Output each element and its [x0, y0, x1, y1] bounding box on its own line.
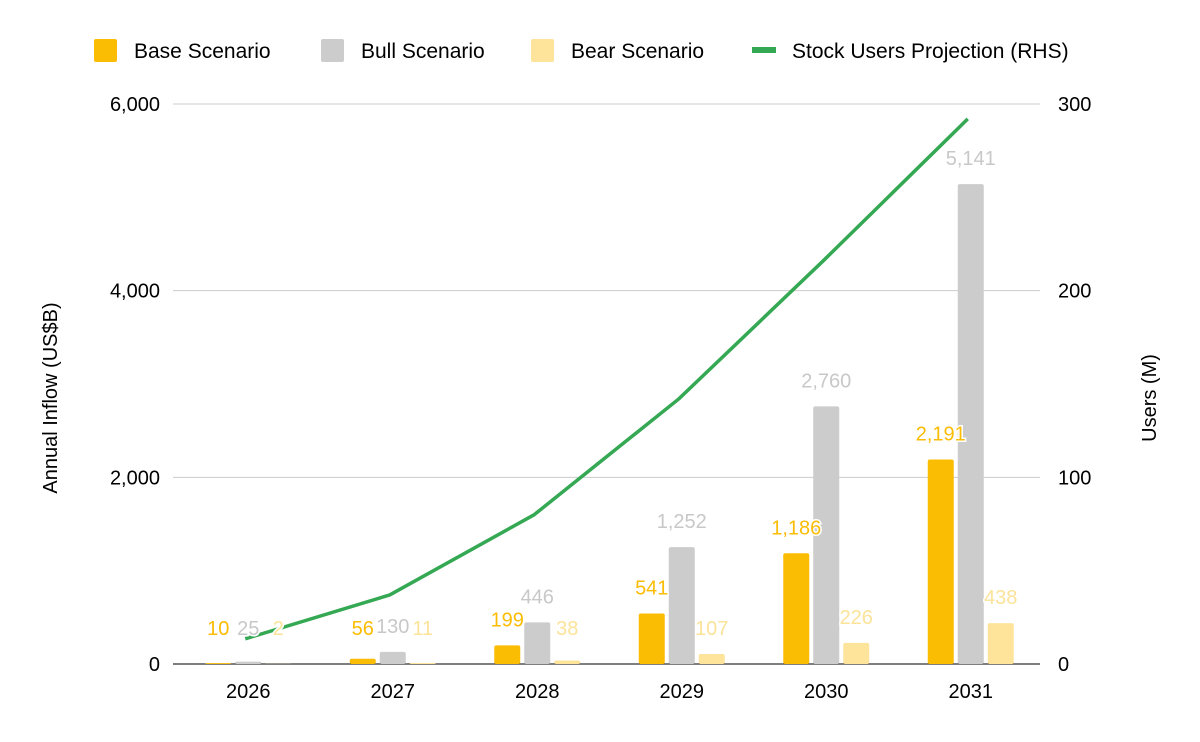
bar — [409, 662, 436, 664]
data-label: 25 — [237, 618, 259, 640]
legend-swatch — [321, 39, 344, 62]
y-tick-label: 2,000 — [110, 467, 160, 489]
bar — [668, 547, 695, 664]
y2-tick-label: 300 — [1058, 94, 1091, 116]
y-tick-label: 4,000 — [110, 281, 160, 303]
legend-swatch — [752, 47, 776, 53]
x-tick-label: 2026 — [226, 681, 271, 703]
data-label: 1,186 — [771, 517, 821, 539]
legend-label: Stock Users Projection (RHS) — [792, 40, 1069, 63]
data-label: 130 — [376, 616, 409, 638]
data-label: 446 — [521, 586, 554, 608]
y-tick-label: 6,000 — [110, 94, 160, 116]
bar — [524, 622, 551, 664]
bar — [783, 553, 810, 664]
bar — [813, 406, 840, 664]
legend-label: Base Scenario — [134, 40, 271, 63]
x-tick-label: 2029 — [660, 681, 705, 703]
legend-swatch — [94, 39, 117, 62]
data-label: 2,191 — [916, 424, 966, 446]
bar — [927, 459, 954, 664]
data-label: 10 — [207, 618, 229, 640]
data-label: 107 — [695, 618, 728, 640]
bar — [698, 654, 725, 664]
data-label: 5,141 — [946, 148, 996, 170]
y-axis-title: Annual Inflow (US$B) — [40, 302, 62, 493]
users-line-path — [244, 117, 969, 641]
legend-swatch — [531, 39, 554, 62]
bar — [349, 658, 376, 664]
bar — [843, 642, 870, 664]
y2-axis-title: Users (M) — [1139, 354, 1161, 442]
data-label: 199 — [491, 609, 524, 631]
bar — [205, 663, 232, 664]
data-label: 38 — [556, 618, 578, 640]
y2-tick-label: 100 — [1058, 467, 1091, 489]
bar — [957, 184, 984, 664]
gridlines — [173, 103, 1040, 665]
data-label: 1,252 — [657, 511, 707, 533]
x-tick-label: 2030 — [804, 681, 849, 703]
data-label: 56 — [352, 618, 374, 640]
data-label: 226 — [840, 607, 873, 629]
bar — [379, 651, 406, 664]
y2-tick-label: 0 — [1058, 654, 1069, 676]
bar — [235, 661, 262, 664]
bar — [494, 645, 521, 664]
bar — [987, 623, 1014, 664]
legend-label: Bull Scenario — [361, 40, 485, 63]
data-labels: 10 56 199 541 1,186 2,191 25 130 446 1,252 2,760 5,… — [206, 147, 1019, 642]
bar — [554, 660, 581, 664]
data-label: 11 — [412, 618, 433, 640]
bar — [638, 613, 665, 664]
users-line — [244, 117, 969, 641]
y2-tick-label: 200 — [1058, 281, 1091, 303]
x-tick-label: 2031 — [949, 681, 994, 703]
legend-label: Bear Scenario — [571, 40, 704, 63]
data-label: 438 — [984, 587, 1017, 609]
bars — [205, 184, 1014, 664]
x-tick-label: 2027 — [371, 681, 416, 703]
legend: Base Scenario Bull Scenario Bear Scenario S… — [94, 39, 1069, 63]
y-tick-label: 0 — [149, 654, 160, 676]
x-tick-label: 2028 — [515, 681, 560, 703]
ticks: 0 2,000 4,000 6,000 0 100 200 300 2026 2027 2028 20… — [110, 94, 1091, 703]
data-label: 2 — [273, 618, 284, 640]
data-label: 2,760 — [801, 370, 851, 392]
data-label: 541 — [635, 578, 668, 600]
